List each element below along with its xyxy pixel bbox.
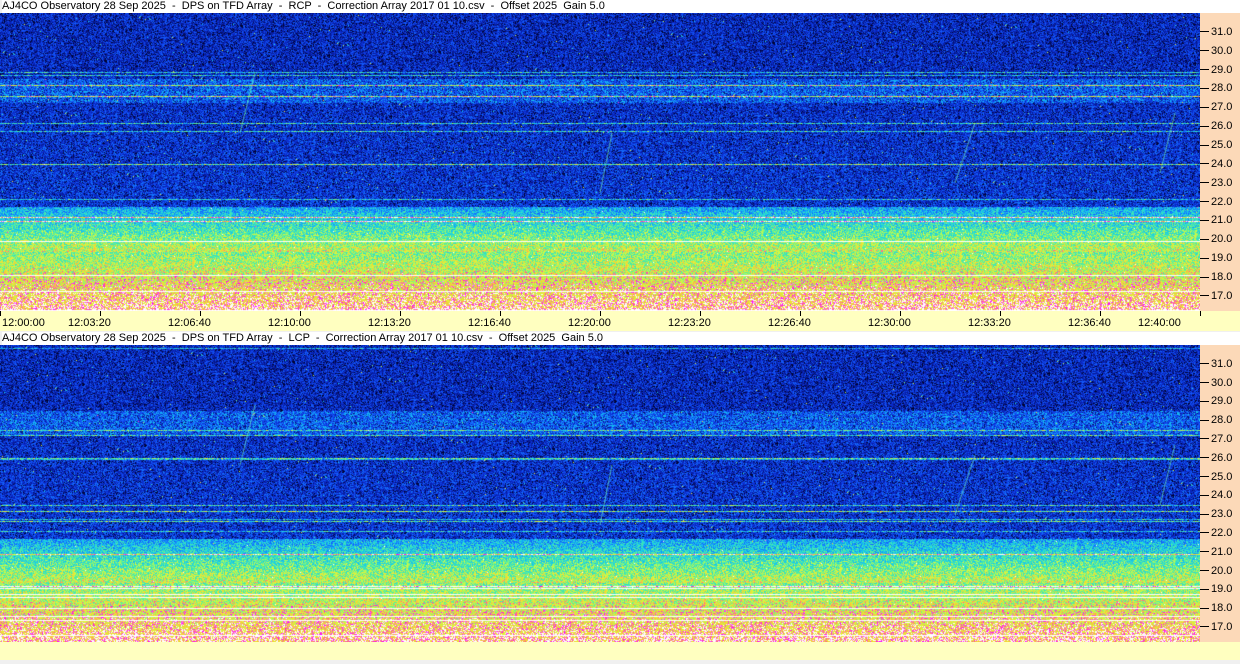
frequency-tick: 19.0: [1200, 583, 1232, 595]
frequency-tick: 22.0: [1200, 527, 1232, 539]
frequency-tick: 26.0: [1200, 452, 1232, 464]
frequency-tick: 31.0: [1200, 358, 1232, 370]
rcp-frequency-axis: 31.0 30.0 29.0 28.0 27.0 26.0 25.0 24.0 23.0 22.0…: [1200, 13, 1240, 311]
frequency-tick: 27.0: [1200, 433, 1232, 445]
frequency-tick: 30.0: [1200, 45, 1232, 57]
frequency-tick: 26.0: [1200, 120, 1232, 132]
frequency-tick: 24.0: [1200, 489, 1232, 501]
lcp-title: AJ4CO Observatory 28 Sep 2025 - DPS on T…: [2, 332, 1240, 345]
frequency-tick: 31.0: [1200, 26, 1232, 38]
frequency-tick: 28.0: [1200, 414, 1232, 426]
frequency-tick: 24.0: [1200, 158, 1232, 170]
frequency-tick: 21.0: [1200, 214, 1232, 226]
rcp-title: AJ4CO Observatory 28 Sep 2025 - DPS on T…: [2, 0, 1240, 13]
frequency-tick: 17.0: [1200, 290, 1232, 302]
frequency-tick: 23.0: [1200, 177, 1232, 189]
frequency-tick: 30.0: [1200, 377, 1232, 389]
lcp-spectrogram[interactable]: [0, 345, 1200, 642]
frequency-tick: 22.0: [1200, 196, 1232, 208]
lcp-frequency-axis: 31.0 30.0 29.0 28.0 27.0 26.0 25.0 24.0 23.0 22.0…: [1200, 345, 1240, 642]
frequency-tick: 29.0: [1200, 64, 1232, 76]
time-axis: 12:00:00 12:03:20 12:06:40 12:10:00 12:13:20…: [0, 311, 1240, 331]
frequency-tick: 20.0: [1200, 233, 1232, 245]
frequency-tick: 25.0: [1200, 471, 1232, 483]
frequency-tick: 17.0: [1200, 621, 1232, 633]
frequency-tick: 18.0: [1200, 271, 1232, 283]
rcp-spectrogram[interactable]: [0, 13, 1200, 311]
frequency-tick: 29.0: [1200, 395, 1232, 407]
frequency-tick: 18.0: [1200, 602, 1232, 614]
frequency-tick: 20.0: [1200, 565, 1232, 577]
frequency-tick: 28.0: [1200, 82, 1232, 94]
frequency-tick: 19.0: [1200, 252, 1232, 264]
bottom-strip: [0, 642, 1240, 660]
frequency-tick: 25.0: [1200, 139, 1232, 151]
frequency-tick: 21.0: [1200, 546, 1232, 558]
frequency-tick: 23.0: [1200, 508, 1232, 520]
frequency-tick: 27.0: [1200, 101, 1232, 113]
